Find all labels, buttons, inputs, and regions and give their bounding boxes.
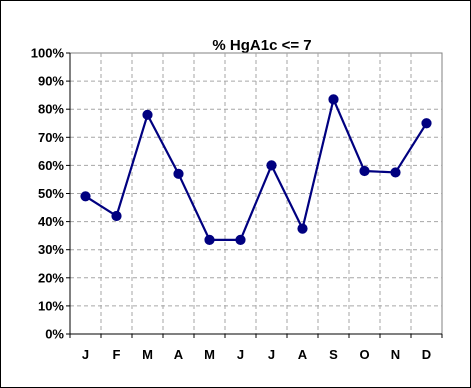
data-point <box>328 94 339 105</box>
data-point <box>80 191 91 202</box>
x-tick-label: M <box>204 347 215 362</box>
data-point <box>142 109 153 120</box>
gridlines <box>70 53 442 334</box>
x-tick-label: J <box>237 347 244 362</box>
y-tick-label: 10% <box>38 298 64 313</box>
x-tick-label: D <box>422 347 431 362</box>
y-tick-label: 40% <box>38 214 64 229</box>
x-tick-label: M <box>142 347 153 362</box>
y-tick-label: 0% <box>45 327 64 342</box>
y-tick-label: 50% <box>38 186 64 201</box>
data-point <box>390 167 401 178</box>
y-tick-label: 60% <box>38 158 64 173</box>
data-point <box>173 168 184 179</box>
y-axis-ticks: 0% 10% 20% 30% 40% 50% 60% 70% 80% 90% 100% <box>31 46 65 342</box>
data-point <box>421 118 432 129</box>
x-tick-label: A <box>298 347 308 362</box>
data-point <box>235 234 246 245</box>
data-point <box>266 160 277 171</box>
y-tick-label: 90% <box>38 74 64 89</box>
y-tick-label: 30% <box>38 242 64 257</box>
data-point <box>204 234 215 245</box>
data-point <box>359 165 370 177</box>
x-tick-label: N <box>391 347 400 362</box>
series-line <box>84 95 428 241</box>
y-tick-label: 80% <box>38 102 64 117</box>
x-tick-label: O <box>359 347 369 362</box>
y-tick-label: 20% <box>38 270 64 285</box>
data-point <box>111 210 122 222</box>
x-tick-label: J <box>82 347 89 362</box>
y-tick-label: 100% <box>31 46 65 61</box>
x-tick-label: F <box>113 347 121 362</box>
series <box>80 94 432 245</box>
x-tick-label: J <box>268 347 275 362</box>
data-point <box>297 223 308 234</box>
chart-title: % HgA1c <= 7 <box>212 37 311 54</box>
y-tick-label: 70% <box>38 130 64 145</box>
x-tick-label: S <box>329 347 338 362</box>
axes <box>66 52 443 338</box>
x-tick-label: A <box>174 347 184 362</box>
